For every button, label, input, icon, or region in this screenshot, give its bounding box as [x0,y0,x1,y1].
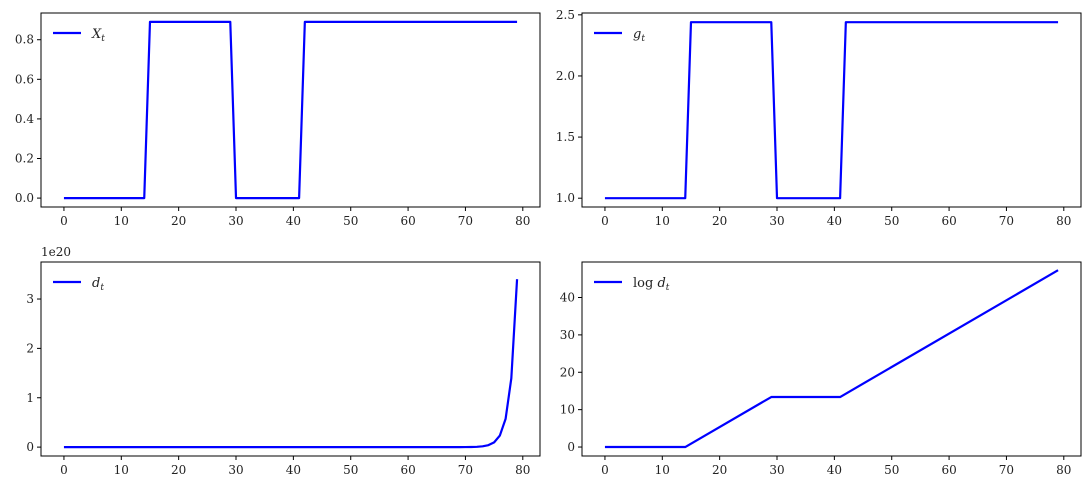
x-tick-label: 20 [171,214,186,228]
legend-subscript: t [641,34,645,44]
legend-main: g [633,27,641,42]
chart-panel-xt: 0 10 20 30 40 50 60 70 80 0.0 0.2 0.4 0.6 0.8 Xt [15,12,541,228]
axes-frame [581,261,1082,457]
y-tick-label: 2.0 [556,69,575,83]
axes-frame [40,12,541,208]
x-tick-label: 60 [941,214,956,228]
x-tick-label: 10 [114,463,129,477]
y-tick-label: 0.6 [15,72,34,86]
x-tick-label: 80 [1056,463,1071,477]
axes-frame [40,261,541,457]
x-tick-label: 50 [343,214,358,228]
x-tick-label: 40 [286,214,301,228]
y-tick-label: 3 [26,292,34,306]
x-tick-label: 30 [769,463,784,477]
x-tick-label: 40 [286,463,301,477]
axes-frame [581,12,1082,208]
chart-panel-log-dt: 0 10 20 30 40 50 60 70 80 0 10 20 30 40 log dt [560,261,1082,477]
legend-main: d [657,276,665,291]
x-tick-label: 20 [712,214,727,228]
y-tick-label: 1.5 [556,130,575,144]
legend-main: d [92,276,100,291]
legend-subscript: t [100,283,104,293]
x-tick-label: 70 [458,214,473,228]
y-tick-label: 0.8 [15,33,34,47]
x-tick-label: 60 [400,214,415,228]
legend-prefix: log [633,276,657,291]
x-tick-label: 20 [171,463,186,477]
x-tick-label: 80 [515,463,530,477]
y-tick-label: 0.2 [15,152,34,166]
x-tick-label: 70 [999,214,1014,228]
y-tick-label: 1.0 [556,191,575,205]
x-tick-label: 0 [60,214,68,228]
legend-subscript: t [101,34,105,44]
x-tick-label: 20 [712,463,727,477]
y-tick-label: 2 [26,341,34,355]
x-tick-label: 70 [458,463,473,477]
legend-main: X [91,27,102,42]
y-tick-label: 0 [567,440,575,454]
y-tick-label: 20 [560,365,575,379]
x-tick-label: 30 [769,214,784,228]
x-tick-label: 70 [999,463,1014,477]
series-line [63,279,519,449]
y-tick-label: 10 [560,403,575,417]
series-line [604,269,1059,449]
chart-panel-dt: 0 10 20 30 40 50 60 70 80 0 1 2 3 1e20 dt [26,245,541,477]
x-tick-label: 60 [400,463,415,477]
x-tick-label: 0 [601,214,609,228]
y-tick-label: 0 [26,440,34,454]
series-line [63,20,518,200]
y-tick-label: 0.4 [15,112,34,126]
y-tick-label: 40 [560,291,575,305]
x-tick-label: 0 [60,463,68,477]
legend-label: Xt [91,27,105,44]
x-tick-label: 80 [1056,214,1071,228]
series-line [604,21,1059,200]
x-tick-label: 40 [827,214,842,228]
legend-subscript: t [666,283,670,293]
x-tick-label: 60 [941,463,956,477]
x-tick-label: 30 [228,463,243,477]
x-tick-label: 0 [601,463,609,477]
x-tick-label: 10 [114,214,129,228]
legend-label: gt [633,27,645,44]
x-tick-label: 80 [515,214,530,228]
x-tick-label: 50 [343,463,358,477]
x-tick-label: 50 [884,463,899,477]
axis-offset-label: 1e20 [41,245,71,259]
y-tick-label: 2.5 [556,8,575,22]
y-tick-label: 1 [26,391,34,405]
x-tick-label: 40 [827,463,842,477]
chart-panel-gt: 0 10 20 30 40 50 60 70 80 1.0 1.5 2.0 2.5 gt [556,8,1082,228]
x-tick-label: 30 [228,214,243,228]
x-tick-label: 50 [884,214,899,228]
y-tick-label: 30 [560,328,575,342]
legend-label: dt [92,276,104,293]
x-tick-label: 10 [655,463,670,477]
y-tick-label: 0.0 [15,191,34,205]
x-tick-label: 10 [655,214,670,228]
legend-label: log dt [633,276,670,293]
